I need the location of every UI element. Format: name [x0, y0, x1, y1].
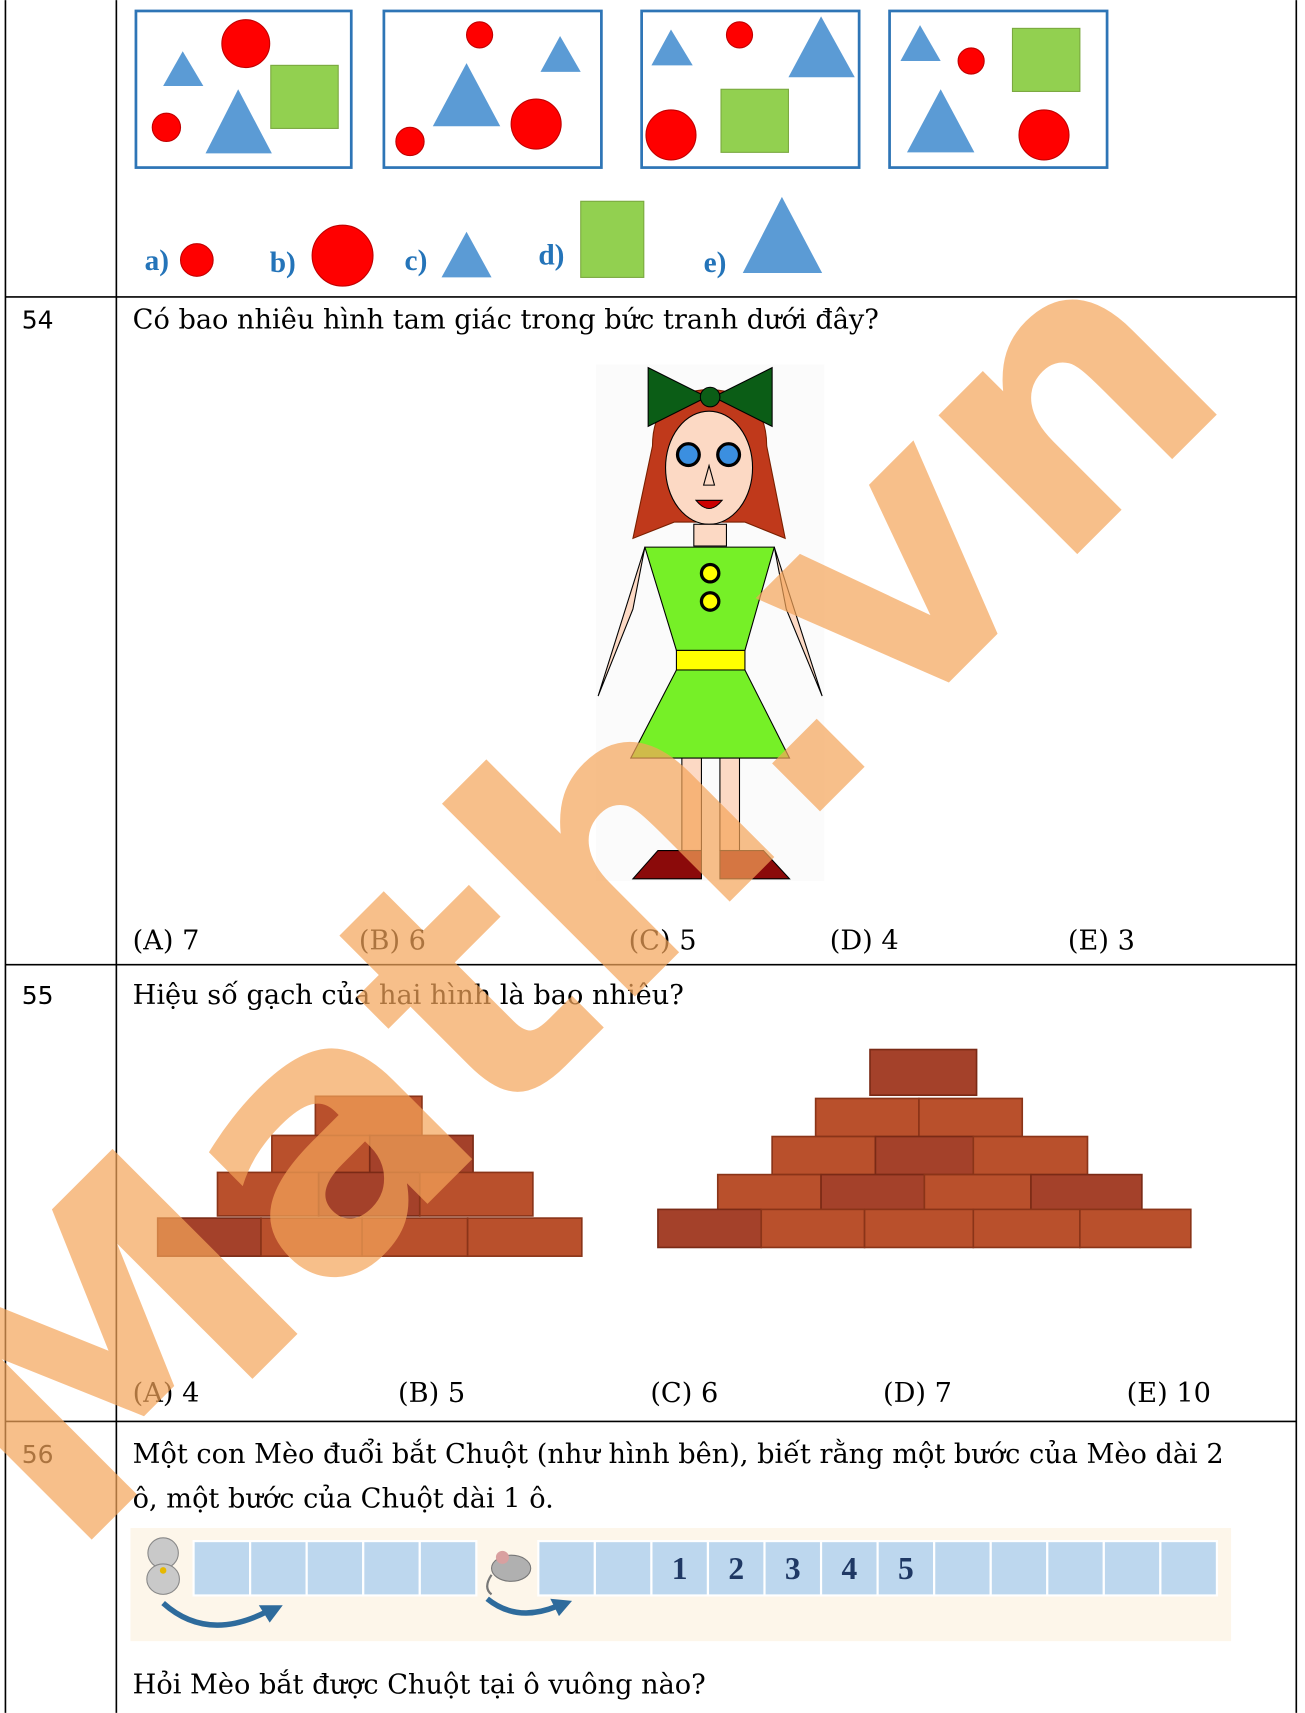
document: a) b) c) d) e) 54 Có bao nhiêu hình tam … — [0, 0, 1305, 1713]
grid-cell — [250, 1541, 307, 1595]
option-shape — [442, 232, 492, 278]
question-text: Hỏi Mèo bắt được Chuột tại ô vuông nào? — [133, 1668, 706, 1700]
option-shape — [181, 244, 214, 277]
option-label: a) — [145, 245, 169, 277]
grid-cell — [420, 1541, 477, 1595]
option: (B) 5 — [398, 1378, 465, 1409]
grid-cell — [595, 1541, 652, 1595]
grid-number: 2 — [728, 1551, 744, 1586]
option-shape — [581, 201, 644, 277]
grid-cell — [991, 1541, 1048, 1595]
option: (C) 6 — [650, 1378, 718, 1409]
option-shape — [743, 197, 822, 273]
shape-boxes — [136, 11, 1107, 168]
grid-number: 1 — [672, 1551, 688, 1586]
option: (D) 4 — [830, 925, 899, 956]
grid-cell — [363, 1541, 420, 1595]
grid-cell — [307, 1541, 364, 1595]
option-label: b) — [270, 247, 296, 279]
grid-number: 3 — [785, 1551, 801, 1586]
cat-mouse-strip: 1 2 3 4 5 — [131, 1528, 1232, 1641]
option: (D) 7 — [883, 1378, 952, 1409]
brick-pile-right — [658, 1050, 1191, 1248]
option: (A) 7 — [133, 925, 200, 956]
question-number: 54 — [22, 306, 54, 335]
grid-cell — [1047, 1541, 1104, 1595]
grid-cell — [1104, 1541, 1161, 1595]
question-number: 55 — [22, 981, 54, 1010]
grid-number: 5 — [898, 1551, 914, 1586]
grid-cell — [1160, 1541, 1217, 1595]
grid-number: 4 — [841, 1551, 857, 1586]
option: (E) 3 — [1068, 925, 1135, 956]
option-label: d) — [538, 239, 564, 271]
question-text: Có bao nhiêu hình tam giác trong bức tra… — [133, 305, 879, 336]
option-label: c) — [405, 245, 428, 277]
option-label: e) — [704, 247, 727, 279]
grid-cell — [934, 1541, 991, 1595]
option-shape — [312, 225, 373, 286]
option: (E) 10 — [1127, 1378, 1211, 1409]
grid-cell — [538, 1541, 595, 1595]
page: a) b) c) d) e) 54 Có bao nhiêu hình tam … — [0, 0, 1305, 1713]
